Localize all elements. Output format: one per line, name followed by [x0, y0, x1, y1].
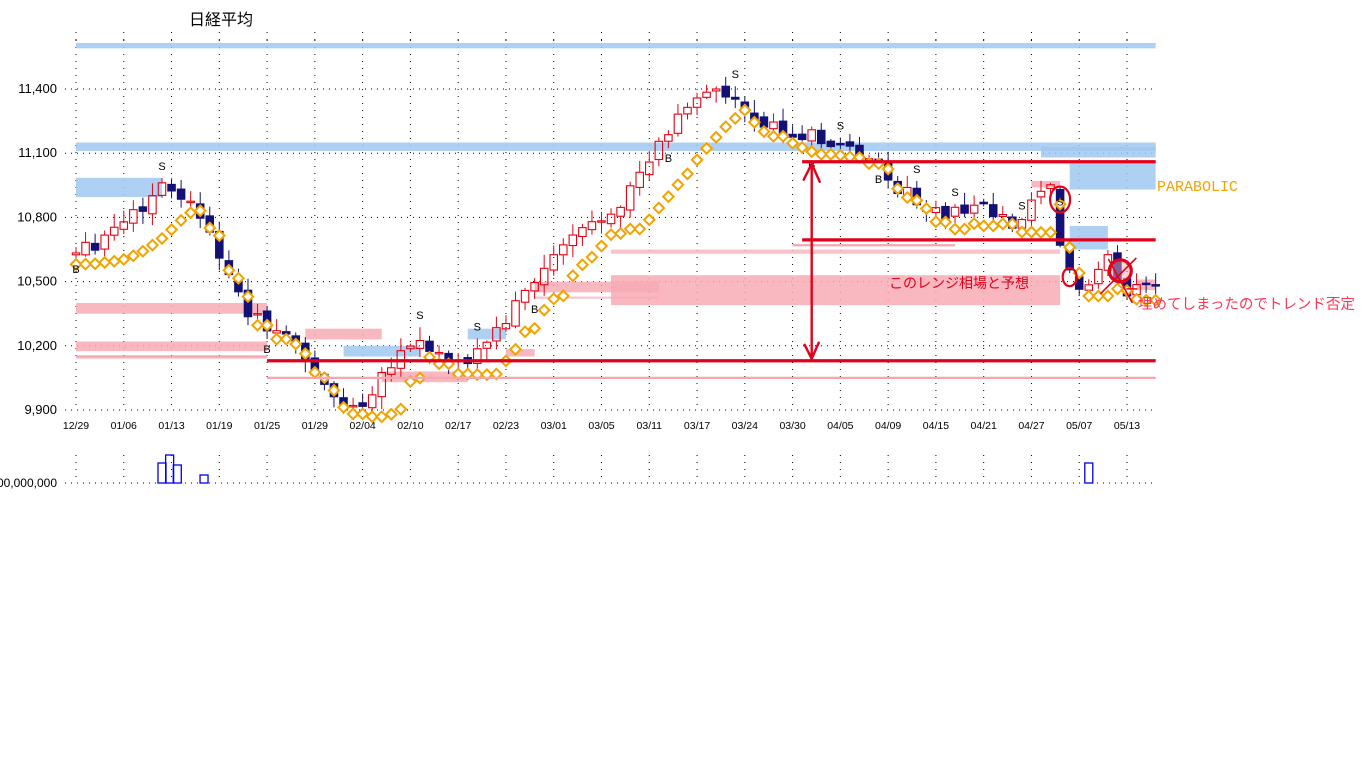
svg-text:埋めてしまったのでトレンド否定: 埋めてしまったのでトレンド否定 [1138, 296, 1355, 313]
svg-text:9,900: 9,900 [24, 402, 57, 417]
svg-text:S: S [1018, 201, 1025, 213]
svg-text:01/19: 01/19 [206, 420, 232, 432]
svg-text:01/13: 01/13 [158, 420, 184, 432]
svg-text:10,200: 10,200 [17, 338, 57, 353]
svg-text:02/17: 02/17 [445, 420, 471, 432]
svg-text:PARABOLIC: PARABOLIC [1157, 179, 1238, 196]
svg-text:10,800: 10,800 [17, 209, 57, 224]
svg-text:B: B [531, 304, 538, 316]
svg-text:S: S [416, 310, 423, 322]
svg-text:S: S [474, 321, 481, 333]
svg-text:03/11: 03/11 [637, 420, 663, 432]
svg-text:800,000,000: 800,000,000 [0, 476, 57, 490]
svg-text:10,500: 10,500 [17, 274, 57, 289]
svg-text:05/13: 05/13 [1114, 420, 1140, 432]
svg-text:B: B [263, 344, 270, 356]
svg-text:03/05: 03/05 [588, 420, 614, 432]
svg-text:03/24: 03/24 [732, 420, 758, 432]
svg-text:03/30: 03/30 [779, 420, 805, 432]
svg-text:05/07: 05/07 [1066, 420, 1092, 432]
svg-text:B: B [875, 174, 882, 186]
svg-text:03/01: 03/01 [541, 420, 567, 432]
svg-text:S: S [837, 121, 844, 133]
svg-text:S: S [158, 161, 165, 173]
svg-text:04/21: 04/21 [971, 420, 997, 432]
svg-text:11,100: 11,100 [18, 145, 57, 160]
svg-text:02/10: 02/10 [397, 420, 423, 432]
svg-text:11,400: 11,400 [18, 81, 57, 96]
svg-text:S: S [1057, 198, 1064, 209]
svg-text:04/05: 04/05 [827, 420, 853, 432]
svg-text:02/23: 02/23 [493, 420, 519, 432]
svg-text:04/15: 04/15 [923, 420, 949, 432]
svg-text:04/09: 04/09 [875, 420, 901, 432]
svg-text:B: B [665, 153, 672, 165]
svg-text:S: S [951, 187, 958, 199]
svg-text:01/06: 01/06 [111, 420, 137, 432]
svg-text:04/27: 04/27 [1018, 420, 1044, 432]
svg-text:S: S [913, 164, 920, 176]
svg-text:12/29: 12/29 [63, 420, 89, 432]
svg-text:S: S [732, 69, 739, 81]
svg-text:01/29: 01/29 [302, 420, 328, 432]
svg-text:このレンジ相場と予想: このレンジ相場と予想 [889, 275, 1029, 291]
svg-text:03/17: 03/17 [684, 420, 710, 432]
svg-text:01/25: 01/25 [254, 420, 280, 432]
svg-text:B: B [72, 264, 79, 276]
